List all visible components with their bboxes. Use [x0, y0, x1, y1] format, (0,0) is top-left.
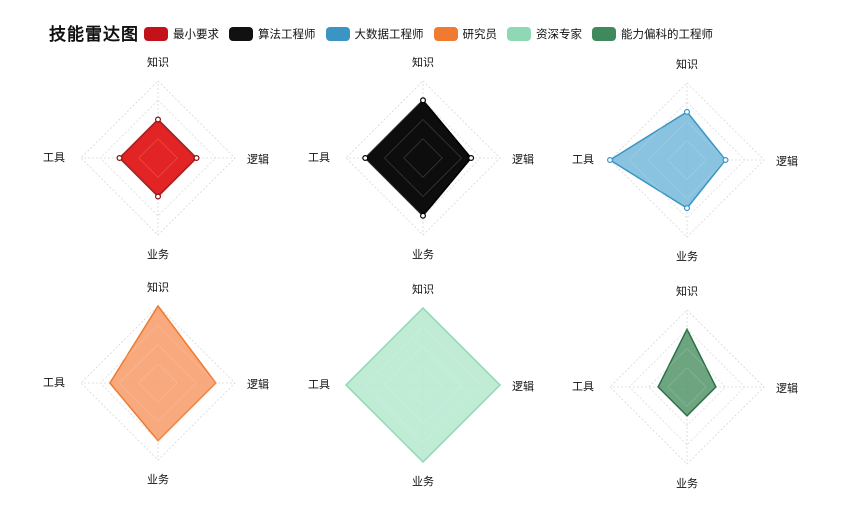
grid-ring-overlay: [118, 343, 198, 423]
legend-swatch: [592, 27, 616, 41]
data-point: [116, 155, 123, 162]
grid-ring-overlay: [383, 118, 463, 198]
axis-label: 知识: [676, 284, 698, 298]
grid-ring-overlay: [628, 328, 746, 446]
grid-ring: [99, 324, 217, 442]
grid-ring-overlay: [403, 138, 443, 178]
axis-label: 逻辑: [247, 377, 269, 391]
legend: 最小要求 算法工程师 大数据工程师 研究员 资深专家 能力偏科的工程师: [144, 26, 723, 42]
legend-swatch: [433, 27, 458, 41]
series-area: [118, 118, 198, 198]
grid-ring-overlay: [138, 138, 178, 178]
grid-ring: [628, 328, 746, 446]
legend-item[interactable]: 资深专家: [507, 26, 582, 42]
grid-ring-overlay: [99, 99, 217, 217]
axis-label: 业务: [147, 473, 169, 486]
grid-ring-overlay: [383, 345, 463, 425]
data-point: [155, 116, 162, 123]
data-point: [683, 108, 690, 115]
axis-label: 知识: [412, 282, 434, 296]
axis-label: 逻辑: [247, 152, 269, 166]
legend-item[interactable]: 算法工程师: [229, 26, 316, 42]
legend-swatch: [229, 27, 253, 41]
axis-label: 业务: [147, 248, 169, 261]
axis-label: 知识: [147, 55, 169, 69]
legend-item[interactable]: 研究员: [433, 26, 498, 42]
axis-label: 工具: [572, 380, 594, 393]
axis-label: 工具: [43, 151, 65, 164]
axis-label: 知识: [412, 55, 434, 69]
axis-label: 工具: [308, 378, 330, 391]
data-point: [155, 193, 162, 200]
legend-item[interactable]: 最小要求: [144, 26, 219, 42]
data-point: [420, 212, 427, 219]
chart-title: 技能雷达图: [49, 25, 139, 45]
grid-ring-overlay: [138, 363, 178, 403]
grid-ring-overlay: [628, 101, 746, 219]
axis-label: 逻辑: [512, 152, 534, 166]
grid-ring-overlay: [364, 326, 482, 444]
series-area: [657, 327, 717, 417]
axis-label: 业务: [676, 250, 698, 263]
data-point: [683, 205, 690, 212]
series-area: [364, 99, 473, 217]
axis-label: 知识: [676, 57, 698, 71]
legend-label: 大数据工程师: [354, 27, 424, 41]
data-point: [362, 155, 369, 162]
axis-label: 逻辑: [776, 381, 798, 395]
axis-label: 逻辑: [776, 154, 798, 168]
grid-ring: [647, 347, 727, 427]
axis-label: 业务: [412, 248, 434, 261]
axis-label: 工具: [43, 376, 65, 389]
data-point: [420, 97, 427, 104]
data-point: [606, 157, 613, 164]
axis-label: 业务: [412, 475, 434, 488]
series-area: [344, 306, 502, 464]
grid-ring-overlay: [667, 367, 707, 407]
axis-label: 工具: [308, 151, 330, 164]
grid-ring-overlay: [647, 120, 727, 200]
axis-label: 知识: [147, 280, 169, 294]
legend-swatch: [507, 27, 531, 41]
data-point: [722, 157, 729, 164]
legend-swatch: [144, 27, 168, 41]
legend-label: 最小要求: [173, 27, 219, 41]
legend-swatch: [325, 27, 350, 41]
legend-label: 能力偏科的工程师: [621, 27, 713, 41]
axis-label: 逻辑: [512, 379, 534, 393]
axis-label: 业务: [676, 477, 698, 490]
legend-item[interactable]: 能力偏科的工程师: [592, 26, 713, 42]
legend-label: 研究员: [462, 27, 498, 41]
axis-label: 工具: [572, 153, 594, 166]
grid-ring-overlay: [99, 324, 217, 442]
legend-label: 算法工程师: [258, 27, 316, 41]
grid-ring: [99, 99, 217, 217]
legend-item[interactable]: 大数据工程师: [325, 26, 424, 42]
grid-ring-overlay: [647, 347, 727, 427]
data-point: [193, 155, 200, 162]
grid-ring-overlay: [667, 140, 707, 180]
grid-ring-overlay: [403, 365, 443, 405]
data-point: [468, 155, 475, 162]
series-area: [108, 304, 217, 442]
legend-label: 资深专家: [536, 27, 582, 41]
